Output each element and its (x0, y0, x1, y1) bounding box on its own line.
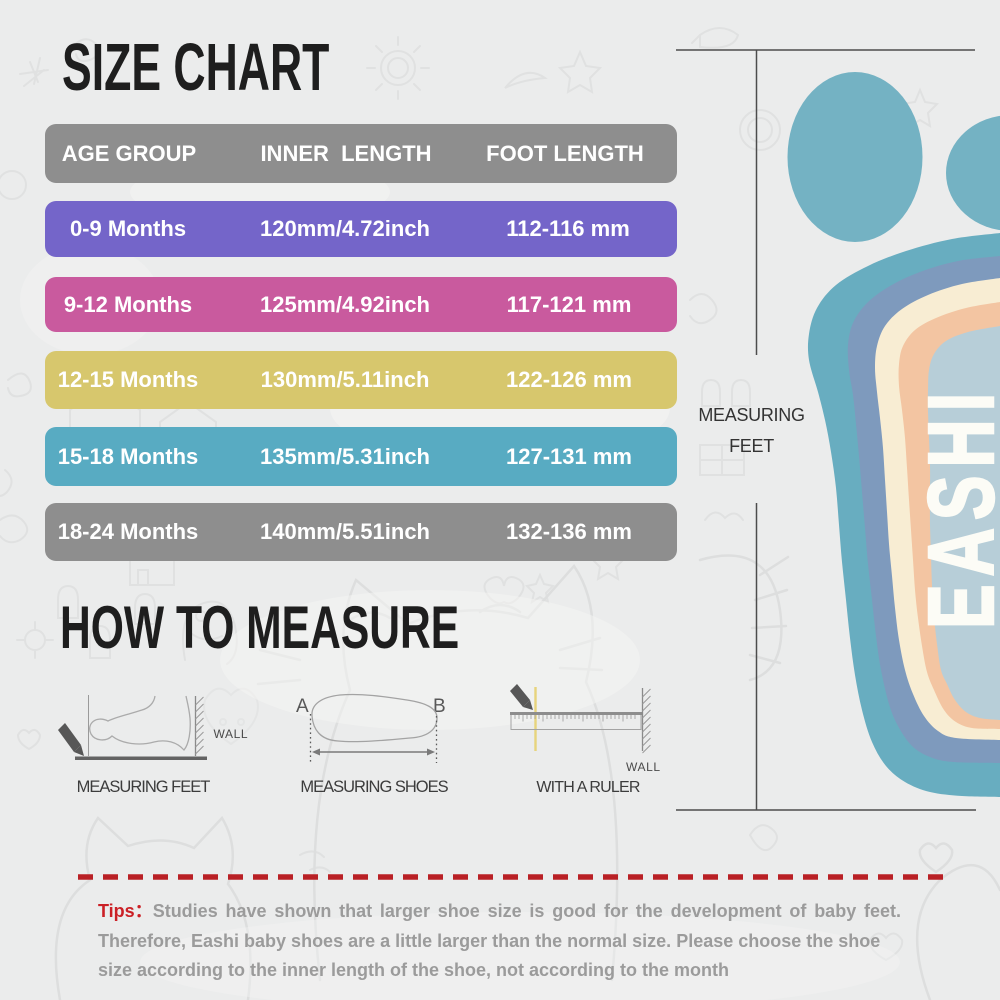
svg-text:EASHI: EASHI (910, 385, 1000, 629)
svg-text:WALL: WALL (626, 760, 661, 774)
svg-text:WALL: WALL (214, 727, 249, 741)
svg-text:MEASURING FEET: MEASURING FEET (77, 778, 211, 796)
svg-text:A: A (296, 696, 309, 717)
svg-text:WITH A RULER: WITH A RULER (536, 779, 640, 796)
svg-text:MEASURING SHOES: MEASURING SHOES (300, 778, 448, 796)
svg-text:B: B (433, 696, 446, 717)
